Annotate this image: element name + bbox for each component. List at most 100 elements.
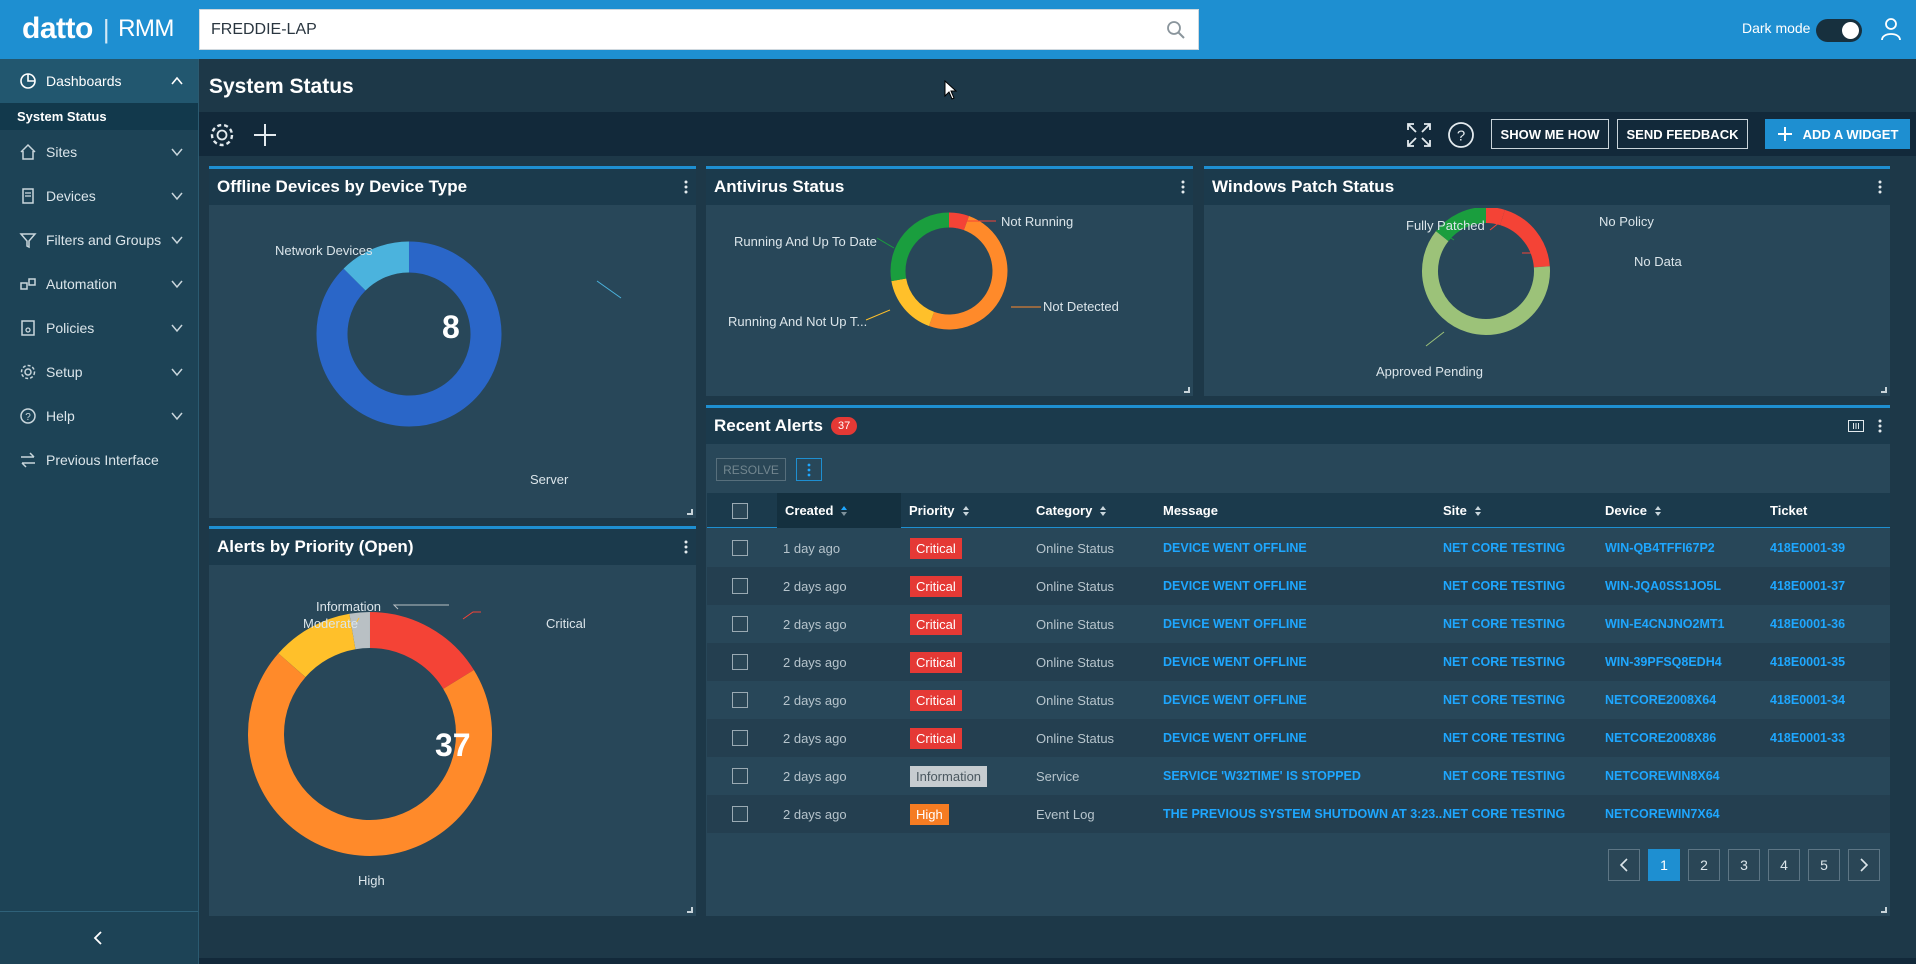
- cell-site-link[interactable]: NET CORE TESTING: [1443, 655, 1566, 669]
- previous-page-button[interactable]: [1608, 849, 1640, 881]
- table-row[interactable]: 2 days ago Information Service SERVICE '…: [707, 757, 1890, 795]
- table-row[interactable]: 1 day ago Critical Online Status DEVICE …: [707, 529, 1890, 567]
- column-priority[interactable]: Priority: [909, 493, 970, 528]
- send-feedback-button[interactable]: SEND FEEDBACK: [1617, 119, 1748, 149]
- row-checkbox[interactable]: [732, 795, 748, 833]
- cell-device-link[interactable]: NETCOREWIN7X64: [1605, 807, 1720, 821]
- add-a-widget-button[interactable]: ADD A WIDGET: [1765, 119, 1910, 149]
- donut-slice-no-data[interactable]: [1499, 209, 1550, 268]
- cell-site-link[interactable]: NET CORE TESTING: [1443, 693, 1566, 707]
- search-icon[interactable]: [1166, 20, 1186, 40]
- donut-slice-approved-pending[interactable]: [1422, 231, 1550, 335]
- search-input[interactable]: [200, 10, 1140, 49]
- page-button[interactable]: 3: [1728, 849, 1760, 881]
- row-checkbox[interactable]: [732, 681, 748, 719]
- cell-message-link[interactable]: DEVICE WENT OFFLINE: [1163, 731, 1307, 745]
- widget-menu-icon[interactable]: [1878, 179, 1882, 195]
- column-ticket[interactable]: Ticket: [1770, 503, 1808, 518]
- cell-message-link[interactable]: DEVICE WENT OFFLINE: [1163, 617, 1307, 631]
- page-button[interactable]: 1: [1648, 849, 1680, 881]
- sidebar-item-dashboards[interactable]: Dashboards: [0, 59, 198, 103]
- table-row[interactable]: 2 days ago High Event Log THE PREVIOUS S…: [707, 795, 1890, 833]
- column-category[interactable]: Category: [1036, 493, 1107, 528]
- add-dashboard-icon[interactable]: [251, 121, 279, 149]
- column-site[interactable]: Site: [1443, 493, 1482, 528]
- sidebar-item-system-status[interactable]: System Status: [0, 103, 198, 130]
- donut-slice-moderate[interactable]: [278, 613, 357, 678]
- sidebar-item-help[interactable]: ? Help: [0, 394, 198, 438]
- help-circle-icon[interactable]: ?: [1447, 121, 1475, 149]
- cell-message-link[interactable]: SERVICE 'W32TIME' IS STOPPED: [1163, 769, 1361, 783]
- table-row[interactable]: 2 days ago Critical Online Status DEVICE…: [707, 605, 1890, 643]
- donut-slice-server[interactable]: [316, 241, 502, 427]
- column-created[interactable]: Created: [777, 493, 901, 528]
- row-checkbox[interactable]: [732, 643, 748, 681]
- cell-site-link[interactable]: NET CORE TESTING: [1443, 617, 1566, 631]
- next-page-button[interactable]: [1848, 849, 1880, 881]
- page-button[interactable]: 4: [1768, 849, 1800, 881]
- cell-site-link[interactable]: NET CORE TESTING: [1443, 769, 1566, 783]
- bulk-actions-button[interactable]: [796, 458, 822, 481]
- select-all-checkbox[interactable]: [732, 493, 748, 528]
- cell-message-link[interactable]: DEVICE WENT OFFLINE: [1163, 693, 1307, 707]
- sidebar-item-devices[interactable]: Devices: [0, 174, 198, 218]
- resize-handle[interactable]: [1184, 387, 1190, 393]
- sidebar-item-automation[interactable]: Automation: [0, 262, 198, 306]
- cell-ticket-link[interactable]: 418E0001-36: [1770, 617, 1846, 631]
- collapse-sidebar-icon[interactable]: [90, 930, 106, 946]
- cell-ticket-link[interactable]: 418E0001-39: [1770, 541, 1846, 555]
- row-checkbox[interactable]: [732, 719, 748, 757]
- page-button[interactable]: 5: [1808, 849, 1840, 881]
- donut-slice-not-running[interactable]: [948, 212, 969, 231]
- cell-site-link[interactable]: NET CORE TESTING: [1443, 579, 1566, 593]
- row-checkbox[interactable]: [732, 605, 748, 643]
- cell-message-link[interactable]: DEVICE WENT OFFLINE: [1163, 579, 1307, 593]
- donut-slice-no-policy[interactable]: [1485, 208, 1505, 226]
- column-device[interactable]: Device: [1605, 493, 1662, 528]
- sidebar-item-policies[interactable]: Policies: [0, 306, 198, 350]
- cell-site-link[interactable]: NET CORE TESTING: [1443, 807, 1566, 821]
- cell-device-link[interactable]: NETCORE2008X64: [1605, 693, 1717, 707]
- row-checkbox[interactable]: [732, 567, 748, 605]
- widget-menu-icon[interactable]: [684, 179, 688, 195]
- cell-site-link[interactable]: NET CORE TESTING: [1443, 541, 1566, 555]
- resize-handle[interactable]: [1881, 387, 1887, 393]
- table-row[interactable]: 2 days ago Critical Online Status DEVICE…: [707, 719, 1890, 757]
- donut-slice-network-devices[interactable]: [343, 241, 410, 291]
- cell-message-link[interactable]: THE PREVIOUS SYSTEM SHUTDOWN AT 3:23...: [1163, 807, 1446, 821]
- dark-mode-toggle[interactable]: [1816, 19, 1862, 42]
- resolve-button[interactable]: RESOLVE: [716, 458, 786, 481]
- donut-slice-not-detected[interactable]: [929, 216, 1008, 330]
- resize-handle[interactable]: [687, 509, 693, 515]
- cell-ticket-link[interactable]: 418E0001-35: [1770, 655, 1846, 669]
- widget-menu-icon[interactable]: [684, 539, 688, 555]
- cell-device-link[interactable]: WIN-39PFSQ8EDH4: [1605, 655, 1722, 669]
- donut-slice-fully-patched[interactable]: [1435, 208, 1487, 242]
- cell-device-link[interactable]: WIN-JQA0SS1JO5L: [1605, 579, 1722, 593]
- table-row[interactable]: 2 days ago Critical Online Status DEVICE…: [707, 567, 1890, 605]
- cell-ticket-link[interactable]: 418E0001-37: [1770, 579, 1846, 593]
- cell-device-link[interactable]: NETCORE2008X86: [1605, 731, 1717, 745]
- sidebar-item-setup[interactable]: Setup: [0, 350, 198, 394]
- resize-handle[interactable]: [687, 907, 693, 913]
- widget-menu-icon[interactable]: [1181, 179, 1185, 195]
- cell-device-link[interactable]: NETCOREWIN8X64: [1605, 769, 1720, 783]
- settings-gear-icon[interactable]: [208, 121, 236, 149]
- resize-handle[interactable]: [1881, 907, 1887, 913]
- widget-menu-icon[interactable]: [1878, 418, 1882, 434]
- cell-message-link[interactable]: DEVICE WENT OFFLINE: [1163, 541, 1307, 555]
- table-row[interactable]: 2 days ago Critical Online Status DEVICE…: [707, 643, 1890, 681]
- cell-message-link[interactable]: DEVICE WENT OFFLINE: [1163, 655, 1307, 669]
- row-checkbox[interactable]: [732, 757, 748, 795]
- row-checkbox[interactable]: [732, 529, 748, 567]
- column-message[interactable]: Message: [1163, 503, 1218, 518]
- cell-device-link[interactable]: WIN-E4CNJNO2MT1: [1605, 617, 1725, 631]
- sidebar-item-filters-and-groups[interactable]: Filters and Groups: [0, 218, 198, 262]
- datto-rmm-logo[interactable]: datto | RMM: [22, 12, 174, 46]
- sidebar-item-previous-interface[interactable]: Previous Interface: [0, 438, 198, 482]
- donut-slice-running-and-not-up-to-date[interactable]: [891, 278, 935, 326]
- cell-device-link[interactable]: WIN-QB4TFFI67P2: [1605, 541, 1715, 555]
- cell-ticket-link[interactable]: 418E0001-34: [1770, 693, 1846, 707]
- horizontal-scrollbar[interactable]: [199, 958, 1916, 964]
- donut-slice-high[interactable]: [248, 653, 492, 856]
